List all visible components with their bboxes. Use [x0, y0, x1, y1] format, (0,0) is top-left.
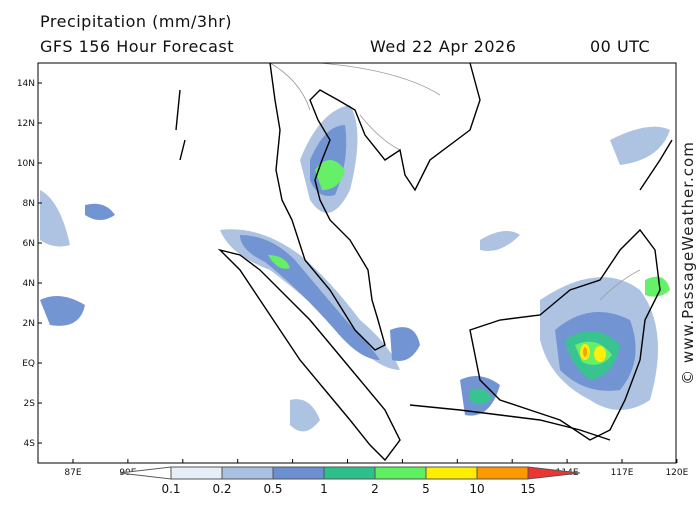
legend-swatch — [323, 466, 376, 480]
legend-label: 1 — [320, 482, 328, 496]
lat-label: 8N — [23, 199, 35, 209]
legend-label: 0.5 — [263, 482, 282, 496]
lon-label: 117E — [611, 468, 634, 478]
lat-label: 2N — [23, 319, 35, 329]
legend-label: 15 — [520, 482, 535, 496]
legend-swatch — [221, 466, 274, 480]
time: 00 UTC — [590, 37, 650, 56]
map-frame — [37, 62, 677, 464]
legend-label: 0.2 — [212, 482, 231, 496]
map: 14N12N10N8N6N4N2NEQ2S4S87E90E93E96E99E10… — [17, 62, 689, 478]
watermark: © www.PassageWeather.com — [679, 141, 697, 385]
title: Precipitation (mm/3hr) — [40, 12, 232, 31]
lat-label: 6N — [23, 239, 35, 249]
legend-swatch — [425, 466, 478, 480]
lon-label: 120E — [665, 468, 688, 478]
lat-label: 14N — [17, 79, 35, 89]
lat-label: 12N — [17, 119, 35, 129]
legend-label: 5 — [422, 482, 430, 496]
legend-swatch — [272, 466, 325, 480]
legend-label: 0.1 — [161, 482, 180, 496]
legend-label: 10 — [469, 482, 484, 496]
lat-label: EQ — [22, 359, 35, 369]
subtitle: GFS 156 Hour Forecast — [40, 37, 234, 56]
legend-arrow-high — [527, 466, 581, 480]
date: Wed 22 Apr 2026 — [370, 37, 516, 56]
legend: 0.1 0.2 0.5 1 2 5 10 15 — [119, 466, 581, 496]
lat-label: 4S — [24, 439, 36, 449]
legend-label: 2 — [371, 482, 379, 496]
precipitation — [40, 105, 670, 432]
borders — [269, 62, 641, 301]
lat-label: 2S — [24, 399, 36, 409]
legend-swatch — [374, 466, 427, 480]
legend-swatch — [476, 466, 529, 480]
legend-swatch — [170, 466, 223, 480]
lon-label: 87E — [64, 468, 81, 478]
lat-label: 10N — [17, 159, 35, 169]
map-background — [38, 63, 676, 463]
lat-label: 4N — [23, 279, 35, 289]
coastlines — [175, 62, 673, 462]
